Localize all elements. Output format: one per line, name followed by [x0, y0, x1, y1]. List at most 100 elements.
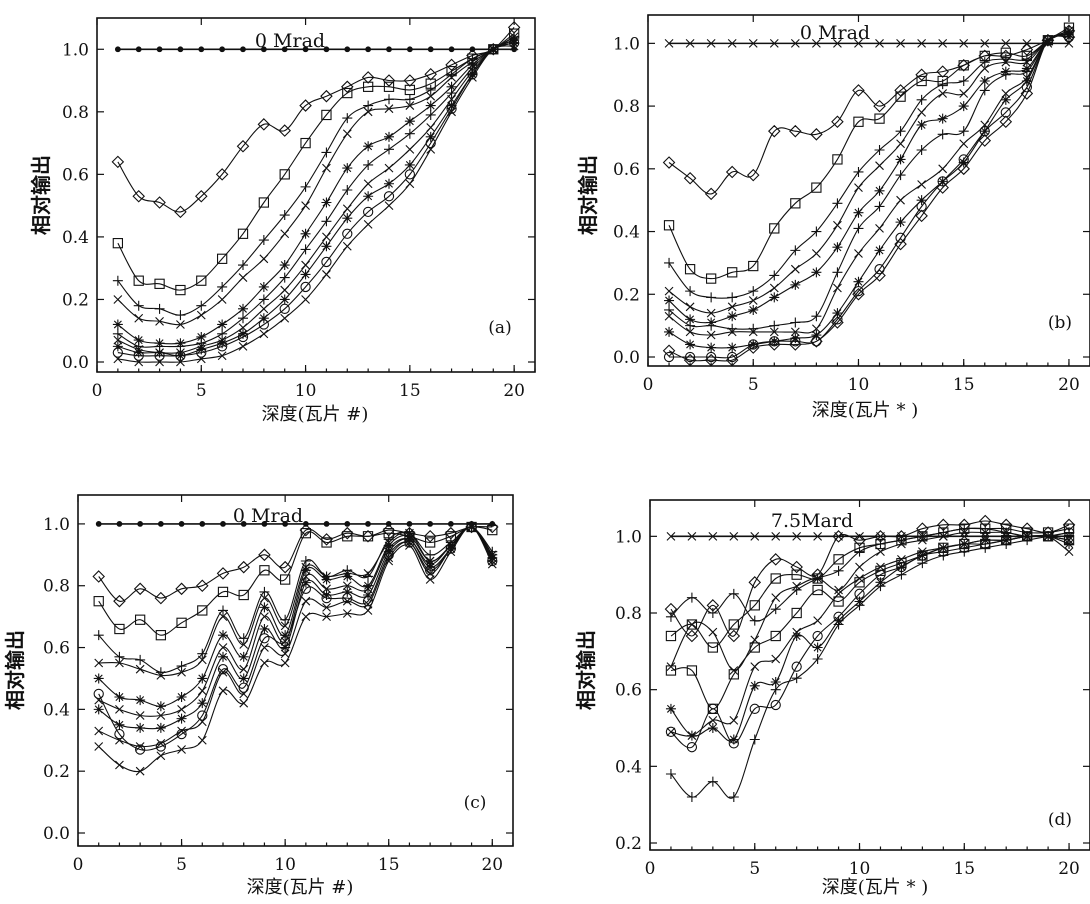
data-point	[157, 521, 164, 527]
data-point	[706, 330, 716, 340]
data-point	[727, 629, 741, 643]
data-point	[666, 531, 676, 541]
data-point	[446, 81, 457, 92]
data-point	[362, 81, 374, 92]
data-point	[197, 686, 207, 696]
data-point	[685, 302, 695, 312]
data-point	[220, 521, 226, 527]
data-point	[301, 201, 310, 211]
data-point	[280, 658, 290, 668]
x-tick-label: 20	[1058, 375, 1080, 395]
data-point	[196, 275, 207, 286]
series-line	[670, 527, 1069, 622]
data-point	[404, 116, 415, 127]
data-point	[769, 320, 780, 331]
data-point	[446, 88, 457, 99]
data-point	[217, 328, 228, 339]
data-point	[854, 588, 865, 599]
data-point	[301, 260, 310, 270]
y-tick-label: 0.4	[613, 223, 640, 243]
series-line	[668, 34, 1070, 362]
y-tick-label: 0.0	[613, 348, 640, 368]
data-point	[282, 521, 289, 527]
data-point	[321, 537, 332, 548]
data-point	[445, 543, 457, 554]
data-point	[135, 722, 146, 733]
panel-label: (a)	[488, 318, 511, 338]
series-5	[666, 528, 1074, 675]
data-point	[300, 181, 311, 192]
panel-label: (c)	[464, 793, 487, 813]
data-point	[728, 588, 739, 599]
x-tick-label: 10	[295, 381, 317, 401]
data-point	[664, 311, 674, 321]
data-point	[134, 614, 146, 625]
data-point	[664, 304, 675, 315]
data-point	[790, 279, 801, 290]
data-point	[957, 162, 970, 176]
data-point	[196, 347, 207, 358]
data-point	[425, 131, 436, 142]
data-point	[685, 38, 695, 48]
data-point	[154, 350, 165, 361]
panel-label: (b)	[1048, 313, 1072, 333]
data-point	[217, 351, 227, 361]
data-point	[728, 619, 739, 630]
data-point	[425, 568, 435, 578]
data-point	[896, 569, 907, 580]
data-point	[238, 633, 249, 644]
data-point	[363, 568, 373, 578]
y-axis-label: 相对输出	[3, 630, 27, 710]
data-point	[727, 351, 738, 363]
data-point	[258, 235, 269, 246]
data-point	[279, 294, 290, 305]
data-point	[446, 100, 457, 111]
data-point	[137, 521, 144, 527]
data-point	[196, 344, 207, 355]
data-point	[936, 181, 949, 194]
data-point	[832, 530, 845, 543]
data-point	[916, 145, 927, 155]
series-6	[112, 34, 520, 349]
data-point	[811, 311, 822, 322]
data-point	[508, 37, 520, 49]
data-point	[197, 605, 208, 616]
data-point	[342, 185, 353, 195]
data-point	[874, 245, 885, 256]
y-tick-label: 1.0	[62, 40, 89, 60]
data-point	[662, 344, 676, 358]
data-point	[238, 341, 248, 351]
data-point	[833, 619, 844, 630]
data-point	[467, 69, 478, 80]
data-point	[769, 270, 780, 281]
data-point	[321, 592, 332, 604]
data-point	[279, 272, 290, 283]
data-point	[177, 704, 186, 714]
data-point	[664, 38, 674, 48]
series-11	[94, 522, 497, 776]
data-point	[237, 560, 250, 574]
data-point	[321, 197, 332, 208]
x-tick-label: 5	[748, 375, 759, 395]
y-tick-label: 0.8	[43, 577, 70, 597]
data-point	[1021, 82, 1033, 93]
data-point	[218, 643, 228, 652]
data-point	[487, 559, 497, 569]
data-point	[811, 38, 821, 48]
data-point	[728, 734, 739, 745]
data-point	[938, 542, 949, 553]
data-point	[683, 353, 697, 367]
data-point	[791, 661, 802, 672]
data-point	[916, 75, 927, 87]
data-point	[704, 353, 718, 367]
data-point	[154, 278, 165, 289]
data-point	[197, 698, 208, 709]
data-point	[135, 664, 145, 674]
data-point	[238, 589, 249, 601]
series-line	[670, 520, 1070, 637]
data-point	[322, 270, 331, 279]
data-point	[426, 144, 436, 154]
data-point	[937, 129, 948, 140]
data-point	[707, 723, 718, 733]
data-point	[259, 304, 269, 314]
